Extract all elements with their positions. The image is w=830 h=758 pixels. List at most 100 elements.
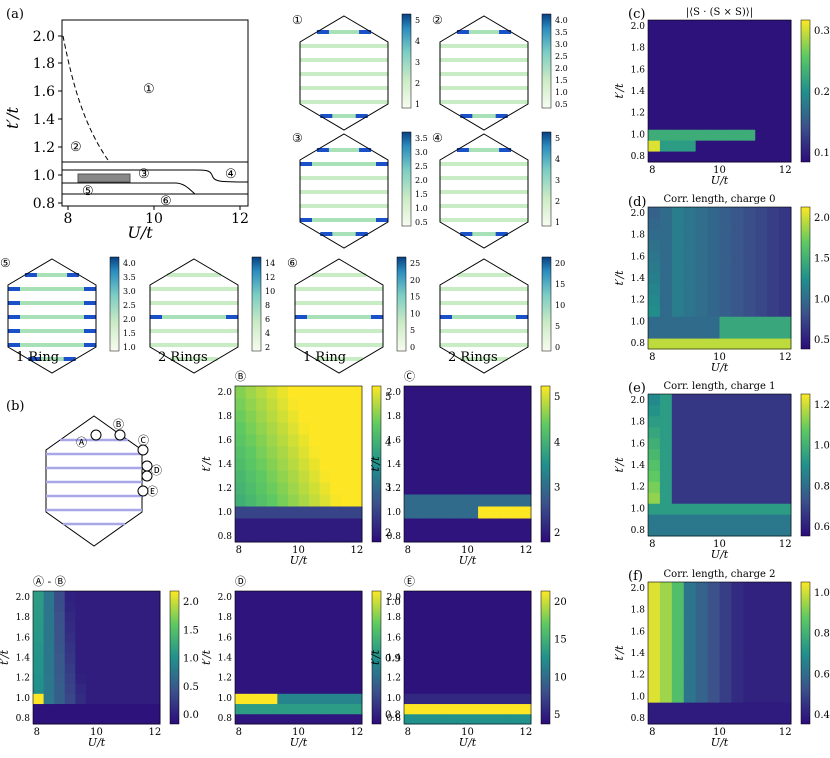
heatmap-cell bbox=[779, 426, 792, 439]
heatmap-cell bbox=[414, 422, 426, 435]
heatmap-cell bbox=[755, 283, 768, 295]
heatmap-colorbar-tick: 4 bbox=[554, 437, 560, 448]
heatmap-cell bbox=[648, 404, 661, 417]
heatmap-cell bbox=[659, 404, 673, 417]
heatmap-xlabel: U/t bbox=[711, 548, 729, 561]
heatmap-cell bbox=[446, 631, 458, 643]
heatmap-cell bbox=[425, 662, 437, 674]
heatmap-cell bbox=[767, 647, 780, 659]
heatmap-cell bbox=[340, 703, 352, 715]
heatmap-cell bbox=[298, 422, 310, 435]
heatmap-cell bbox=[309, 410, 321, 423]
heatmap-cell bbox=[767, 261, 780, 274]
heatmap-cell bbox=[414, 631, 426, 643]
heatmap-cell bbox=[695, 261, 709, 274]
heatmap-cell bbox=[719, 250, 732, 263]
heatmap-colorbar-tick: 2.0 bbox=[814, 213, 830, 224]
heatmap-cell bbox=[648, 503, 661, 515]
heatmap-cell bbox=[743, 448, 756, 461]
heatmap-cell bbox=[446, 446, 458, 459]
heatmap-cell bbox=[648, 636, 661, 649]
heatmap-cell bbox=[755, 52, 768, 65]
heatmap-cell bbox=[731, 680, 744, 692]
heatmap-ytick: 1.6 bbox=[218, 436, 233, 446]
heatmap-cell bbox=[85, 672, 97, 684]
heatmap-cell bbox=[287, 621, 299, 633]
heatmap-cell bbox=[404, 494, 416, 507]
heatmap-cell bbox=[659, 525, 673, 537]
heatmap-cell bbox=[659, 503, 673, 515]
heatmap-cell bbox=[695, 713, 709, 725]
heatmap-xtick: 12 bbox=[779, 727, 792, 738]
heatmap-cell bbox=[245, 458, 257, 471]
heatmap-cell bbox=[138, 611, 150, 623]
heatmap-cell bbox=[659, 514, 673, 526]
heatmap-cell bbox=[671, 228, 685, 241]
heatmap-cell bbox=[683, 140, 697, 152]
heatmap-cell bbox=[149, 591, 161, 602]
heatmap-cell bbox=[779, 338, 792, 350]
heatmap-cell bbox=[707, 415, 720, 428]
heatmap-cell bbox=[743, 680, 756, 692]
heatmap-cell bbox=[695, 603, 709, 616]
heatmap-ytick: 1.4 bbox=[387, 654, 402, 664]
heatmap-cell bbox=[404, 446, 416, 459]
heatmap-cell bbox=[779, 207, 792, 219]
heatmap-cell bbox=[287, 703, 299, 715]
heatmap-cell bbox=[96, 693, 108, 705]
heatmap-cell bbox=[340, 470, 352, 483]
heatmap-ytick: 1.0 bbox=[16, 694, 31, 704]
heatmap-cell bbox=[404, 434, 416, 447]
heatmap-cell bbox=[488, 672, 500, 684]
heatmap-cell bbox=[695, 272, 709, 284]
heatmap-cell bbox=[671, 272, 685, 284]
heatmap-cell bbox=[648, 272, 661, 284]
heatmap-cell bbox=[671, 20, 685, 32]
heatmap-cell bbox=[755, 680, 768, 692]
heatmap-cell bbox=[743, 603, 756, 616]
heatmap-cell bbox=[648, 514, 661, 526]
heatmap-cell bbox=[731, 327, 744, 339]
heatmap-cell bbox=[671, 514, 685, 526]
heatmap-cell bbox=[340, 518, 352, 531]
heatmap-cell bbox=[743, 107, 756, 119]
heatmap-cell bbox=[719, 592, 732, 605]
heatmap-cell bbox=[414, 621, 426, 633]
heatmap-ytick: 1.0 bbox=[218, 694, 233, 704]
heatmap-cell bbox=[671, 52, 685, 65]
heatmap-cell bbox=[707, 625, 720, 638]
heatmap-cell bbox=[755, 63, 768, 76]
heatmap-cell bbox=[478, 652, 490, 664]
heatmap-ylabel: t′/t bbox=[200, 456, 213, 472]
heatmap-cell bbox=[235, 631, 247, 643]
heatmap-cell bbox=[414, 703, 426, 715]
heatmap-cell bbox=[683, 503, 697, 515]
heatmap-cell bbox=[351, 422, 363, 435]
heatmap-cell bbox=[755, 85, 768, 97]
heatmap-cell bbox=[414, 713, 426, 725]
heatmap-cell bbox=[330, 703, 342, 715]
heatmap-cell bbox=[695, 63, 709, 76]
heatmap-cell bbox=[671, 625, 685, 638]
heatmap-cell bbox=[731, 625, 744, 638]
heatmap-cell bbox=[683, 272, 697, 284]
heatmap-label: Ⓒ bbox=[404, 370, 415, 383]
heatmap-cell bbox=[43, 672, 55, 684]
heatmap-ytick: 0.8 bbox=[16, 714, 31, 724]
site-label-D: Ⓓ bbox=[151, 464, 162, 477]
heatmap-cell bbox=[755, 459, 768, 471]
heatmap-cell bbox=[488, 434, 500, 447]
heatmap-cell bbox=[138, 652, 150, 664]
heatmap-cell bbox=[128, 672, 140, 684]
heatmap-cell bbox=[683, 327, 697, 339]
heatmap-xtick: 12 bbox=[351, 727, 364, 738]
heatmap-cell bbox=[499, 482, 511, 495]
heatmap-cell bbox=[488, 398, 500, 411]
heatmap-cell bbox=[719, 228, 732, 241]
hex-caption: 2 Rings bbox=[158, 350, 208, 365]
heatmap-cell bbox=[755, 702, 768, 714]
heatmap-cell bbox=[767, 404, 780, 417]
heatmap-cell bbox=[404, 422, 416, 435]
heatmap-cell bbox=[767, 228, 780, 241]
